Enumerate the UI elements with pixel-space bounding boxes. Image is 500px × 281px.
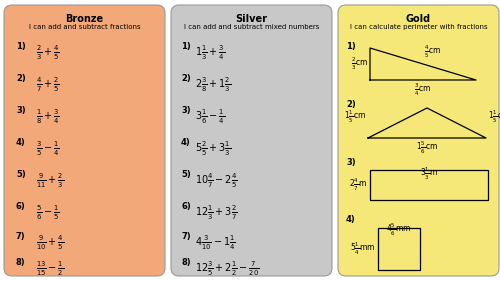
Text: $\frac{2}{3}+\frac{4}{5}$: $\frac{2}{3}+\frac{4}{5}$ bbox=[36, 44, 60, 62]
Text: $5\frac{1}{4}$mm: $5\frac{1}{4}$mm bbox=[350, 241, 375, 257]
Text: 6): 6) bbox=[181, 202, 191, 211]
Text: 5): 5) bbox=[16, 170, 26, 179]
Text: $4\frac{5}{6}$mm: $4\frac{5}{6}$mm bbox=[386, 222, 411, 238]
Text: $\frac{13}{15}-\frac{1}{2}$: $\frac{13}{15}-\frac{1}{2}$ bbox=[36, 260, 64, 278]
Text: 3): 3) bbox=[16, 106, 26, 115]
Text: $\frac{9}{10}+\frac{4}{5}$: $\frac{9}{10}+\frac{4}{5}$ bbox=[36, 234, 64, 252]
Text: Bronze: Bronze bbox=[66, 14, 104, 24]
Text: Silver: Silver bbox=[236, 14, 268, 24]
FancyBboxPatch shape bbox=[171, 5, 332, 276]
Text: 8): 8) bbox=[181, 258, 190, 267]
Text: $\frac{4}{7}+\frac{2}{5}$: $\frac{4}{7}+\frac{2}{5}$ bbox=[36, 76, 60, 94]
Text: $12\frac{3}{5}+2\frac{1}{2}-\frac{7}{20}$: $12\frac{3}{5}+2\frac{1}{2}-\frac{7}{20}… bbox=[195, 260, 260, 278]
Text: $\frac{3}{4}$cm: $\frac{3}{4}$cm bbox=[414, 82, 432, 98]
Text: $3\frac{1}{6}-\frac{1}{4}$: $3\frac{1}{6}-\frac{1}{4}$ bbox=[195, 108, 225, 126]
Text: $3\frac{1}{3}$m: $3\frac{1}{3}$m bbox=[420, 166, 438, 182]
Text: $\frac{1}{8}+\frac{3}{4}$: $\frac{1}{8}+\frac{3}{4}$ bbox=[36, 108, 60, 126]
Text: 7): 7) bbox=[181, 232, 190, 241]
Text: 2): 2) bbox=[181, 74, 191, 83]
FancyBboxPatch shape bbox=[4, 5, 165, 276]
Text: 8): 8) bbox=[16, 258, 26, 267]
Text: $1\frac{5}{6}$cm: $1\frac{5}{6}$cm bbox=[416, 140, 438, 156]
Text: $10\frac{4}{7}-2\frac{4}{5}$: $10\frac{4}{7}-2\frac{4}{5}$ bbox=[195, 172, 238, 190]
Text: I can calculate perimeter with fractions: I can calculate perimeter with fractions bbox=[350, 24, 488, 30]
Text: $2\frac{4}{7}$m: $2\frac{4}{7}$m bbox=[349, 177, 367, 193]
Text: Gold: Gold bbox=[406, 14, 431, 24]
Text: $\frac{5}{6}-\frac{1}{5}$: $\frac{5}{6}-\frac{1}{5}$ bbox=[36, 204, 60, 222]
Bar bbox=[378, 228, 420, 270]
FancyBboxPatch shape bbox=[338, 5, 499, 276]
Text: $2\frac{3}{8}+1\frac{2}{3}$: $2\frac{3}{8}+1\frac{2}{3}$ bbox=[195, 76, 232, 94]
Text: $\frac{4}{5}$cm: $\frac{4}{5}$cm bbox=[424, 44, 442, 60]
Text: $4\frac{3}{10}-1\frac{1}{4}$: $4\frac{3}{10}-1\frac{1}{4}$ bbox=[195, 234, 235, 252]
Text: 1): 1) bbox=[346, 42, 356, 51]
Text: $1\frac{1}{3}+\frac{3}{4}$: $1\frac{1}{3}+\frac{3}{4}$ bbox=[195, 44, 225, 62]
Text: 7): 7) bbox=[16, 232, 26, 241]
Text: 5): 5) bbox=[181, 170, 191, 179]
Text: $\frac{2}{3}$cm: $\frac{2}{3}$cm bbox=[350, 56, 368, 72]
Text: $1\frac{1}{5}$cm: $1\frac{1}{5}$cm bbox=[488, 109, 500, 125]
Text: $\frac{9}{11}+\frac{2}{3}$: $\frac{9}{11}+\frac{2}{3}$ bbox=[36, 172, 64, 190]
Text: 4): 4) bbox=[181, 138, 191, 147]
Text: 1): 1) bbox=[181, 42, 191, 51]
Bar bbox=[370, 170, 488, 200]
Text: 6): 6) bbox=[16, 202, 26, 211]
Text: 3): 3) bbox=[346, 158, 356, 167]
Text: 2): 2) bbox=[16, 74, 26, 83]
Text: $1\frac{1}{5}$cm: $1\frac{1}{5}$cm bbox=[344, 109, 366, 125]
Text: I can add and subtract fractions: I can add and subtract fractions bbox=[28, 24, 140, 30]
Text: 2): 2) bbox=[346, 100, 356, 109]
Text: 3): 3) bbox=[181, 106, 190, 115]
Text: $5\frac{2}{5}+3\frac{1}{3}$: $5\frac{2}{5}+3\frac{1}{3}$ bbox=[195, 140, 232, 158]
Text: 4): 4) bbox=[346, 215, 356, 224]
Text: $12\frac{1}{3}+3\frac{2}{7}$: $12\frac{1}{3}+3\frac{2}{7}$ bbox=[195, 204, 238, 222]
Text: 1): 1) bbox=[16, 42, 26, 51]
Text: I can add and subtract mixed numbers: I can add and subtract mixed numbers bbox=[184, 24, 319, 30]
Text: $\frac{3}{5}-\frac{1}{4}$: $\frac{3}{5}-\frac{1}{4}$ bbox=[36, 140, 60, 158]
Text: 4): 4) bbox=[16, 138, 26, 147]
